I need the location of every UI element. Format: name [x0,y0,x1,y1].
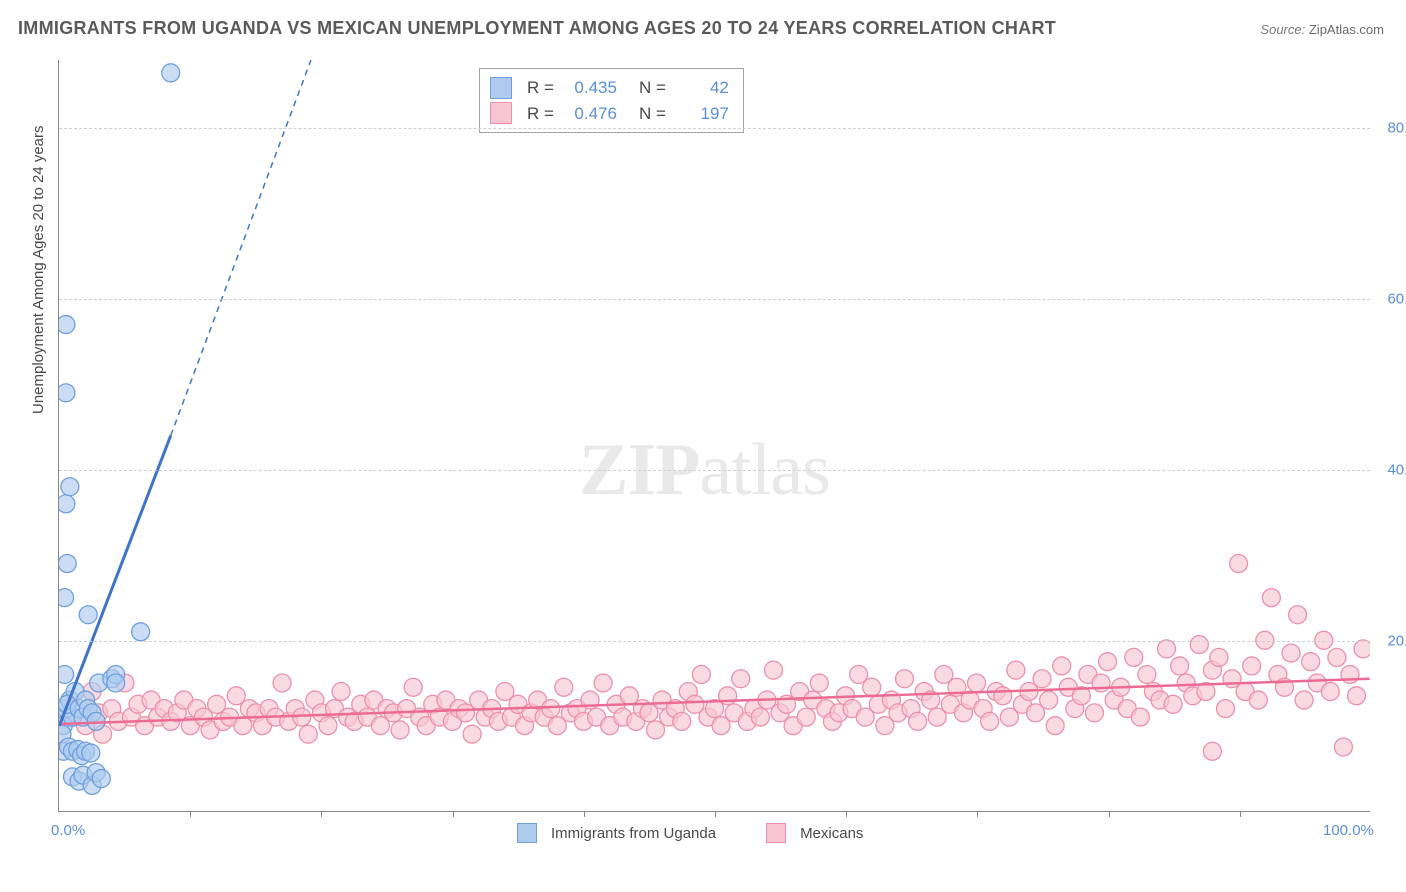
swatch-mexicans [490,102,512,124]
x-minor-tick [715,811,716,817]
n-value-uganda: 42 [677,75,729,101]
r-label: R = [527,101,554,127]
x-tick-label: 0.0% [51,822,85,839]
source-value: ZipAtlas.com [1309,22,1384,37]
scatter-svg [59,60,1370,811]
chart-container: Unemployment Among Ages 20 to 24 years Z… [44,54,1384,849]
y-tick-label: 40.0% [1387,462,1406,479]
legend-label-uganda: Immigrants from Uganda [551,825,716,842]
x-minor-tick [1109,811,1110,817]
y-tick-label: 20.0% [1387,633,1406,650]
x-minor-tick [1240,811,1241,817]
stats-legend: R = 0.435 N = 42 R = 0.476 N = 197 [479,68,744,133]
grid-line [59,470,1370,471]
plot-area: ZIPatlas R = 0.435 N = 42 R = 0.476 N = … [58,60,1370,812]
r-value-mexicans: 0.476 [565,101,617,127]
x-tick-label: 100.0% [1323,822,1374,839]
x-minor-tick [977,811,978,817]
legend-swatch-uganda [517,823,537,843]
n-value-mexicans: 197 [677,101,729,127]
chart-title: IMMIGRANTS FROM UGANDA VS MEXICAN UNEMPL… [18,18,1056,39]
stats-row-mexicans: R = 0.476 N = 197 [490,101,729,127]
swatch-uganda [490,77,512,99]
x-minor-tick [584,811,585,817]
grid-line [59,128,1370,129]
x-minor-tick [453,811,454,817]
y-axis-label: Unemployment Among Ages 20 to 24 years [30,125,47,414]
y-tick-label: 80.0% [1387,120,1406,137]
x-minor-tick [321,811,322,817]
grid-line [59,299,1370,300]
r-label: R = [527,75,554,101]
stats-row-uganda: R = 0.435 N = 42 [490,75,729,101]
legend-label-mexicans: Mexicans [800,825,863,842]
grid-line [59,641,1370,642]
y-tick-label: 60.0% [1387,291,1406,308]
n-label: N = [639,75,666,101]
x-minor-tick [846,811,847,817]
source-label: Source: [1260,22,1305,37]
r-value-uganda: 0.435 [565,75,617,101]
x-minor-tick [190,811,191,817]
bottom-legend: Immigrants from Uganda Mexicans [517,823,863,843]
legend-swatch-mexicans [766,823,786,843]
n-label: N = [639,101,666,127]
source-attribution: Source: ZipAtlas.com [1260,22,1384,37]
